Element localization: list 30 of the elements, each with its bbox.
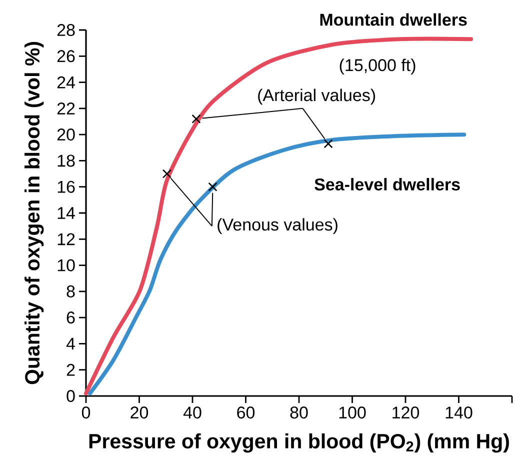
y-tick-label: 24 xyxy=(57,76,75,88)
x-axis-title: Pressure of oxygen in blood (PO$_{2}$) (mm Hg) xyxy=(89,433,509,453)
y-tick-label: 18 xyxy=(58,154,75,167)
y-tick-label: 28 xyxy=(57,24,75,36)
annotation: (Arterial values) xyxy=(258,88,376,105)
y-tick-label: 26 xyxy=(57,50,75,62)
y-tick-label: 8 xyxy=(66,285,75,298)
y-axis-title: Quantity of oxygen in blood (vol %) xyxy=(24,42,44,384)
y-tick-label: 16 xyxy=(58,180,75,193)
x-tick-label: 60 xyxy=(237,406,255,419)
x-tick-label: 80 xyxy=(290,406,308,419)
x-tick-label: 120 xyxy=(392,406,420,419)
series-label: Mountain dwellers xyxy=(320,13,467,26)
y-tick-label: 10 xyxy=(58,259,75,272)
y-tick-label: 20 xyxy=(57,128,75,141)
y-tick-label: 6 xyxy=(66,312,75,324)
y-tick-label: 22 xyxy=(57,102,75,114)
text: Sea-level dwellers xyxy=(314,178,460,190)
annotation: (15,000 ft) xyxy=(340,58,416,75)
y-tick-label: 4 xyxy=(66,338,75,350)
y-tick-label: 2 xyxy=(66,364,75,376)
x-tick-label: 20 xyxy=(130,406,148,419)
y-tick-label: 0 xyxy=(66,390,75,402)
x-tick-label: 140 xyxy=(446,406,472,419)
x-tick-label: 100 xyxy=(339,406,366,419)
annotation: (Venous values) xyxy=(218,218,338,234)
y-tick-label: 12 xyxy=(58,233,75,246)
x-tick-label: 0 xyxy=(82,406,90,419)
x-tick-label: 40 xyxy=(183,406,202,419)
y-tick-label: 14 xyxy=(58,207,75,219)
